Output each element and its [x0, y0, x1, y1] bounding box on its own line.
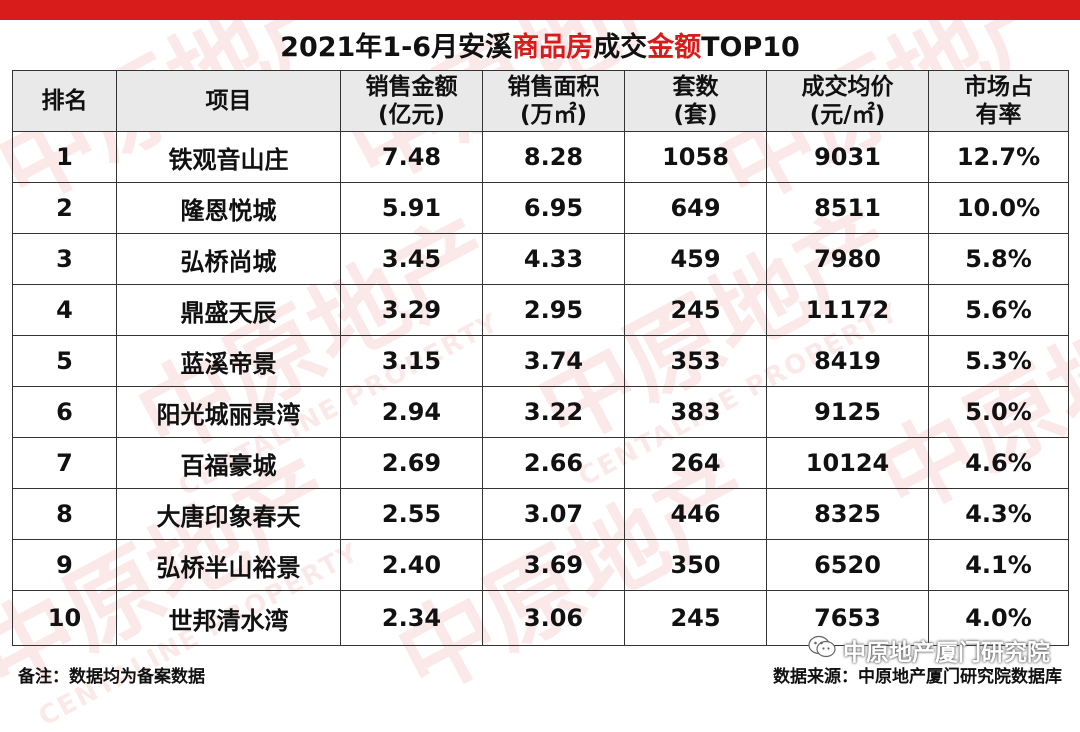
table-row: 1 铁观音山庄 7.48 8.28 1058 9031 12.7%: [12, 131, 1069, 183]
cell-rank: 10: [12, 590, 117, 646]
cell-units: 350: [624, 539, 767, 591]
table-row: 7 百福豪城 2.69 2.66 264 10124 4.6%: [12, 437, 1069, 489]
wechat-attribution: 中原地产厦门研究院: [807, 634, 1050, 666]
cell-share: 5.6%: [928, 284, 1069, 336]
cell-area: 3.74: [482, 335, 625, 387]
cell-share: 5.8%: [928, 233, 1069, 285]
wechat-label: 中原地产厦门研究院: [843, 640, 1050, 666]
cell-amount: 2.69: [340, 437, 483, 489]
cell-amount: 2.40: [340, 539, 483, 591]
cell-project: 隆恩悦城: [116, 182, 341, 234]
cell-units: 245: [624, 284, 767, 336]
cell-share: 12.7%: [928, 131, 1069, 183]
cell-units: 264: [624, 437, 767, 489]
cell-share: 5.0%: [928, 386, 1069, 438]
cell-units: 353: [624, 335, 767, 387]
cell-price: 7653: [766, 590, 929, 646]
ranking-table: 排名 项目 销售金额 (亿元) 销售面积 (万㎡) 套数 (套) 成交均价 (元/㎡) …: [12, 70, 1069, 646]
table-header-row: 排名 项目 销售金额 (亿元) 销售面积 (万㎡) 套数 (套) 成交均价 (元/㎡) …: [12, 70, 1069, 132]
header-units: 套数 (套): [624, 70, 767, 132]
header-rank: 排名: [12, 70, 117, 132]
cell-units: 649: [624, 182, 767, 234]
cell-project: 弘桥半山裕景: [116, 539, 341, 591]
cell-rank: 6: [12, 386, 117, 438]
wechat-icon: [807, 634, 837, 666]
table-row: 9 弘桥半山裕景 2.40 3.69 350 6520 4.1%: [12, 539, 1069, 591]
cell-share: 10.0%: [928, 182, 1069, 234]
cell-area: 3.69: [482, 539, 625, 591]
cell-price: 9031: [766, 131, 929, 183]
cell-amount: 3.45: [340, 233, 483, 285]
cell-amount: 3.15: [340, 335, 483, 387]
header-share: 市场占 有率: [928, 70, 1069, 132]
cell-price: 11172: [766, 284, 929, 336]
cell-price: 6520: [766, 539, 929, 591]
cell-project: 百福豪城: [116, 437, 341, 489]
cell-amount: 2.55: [340, 488, 483, 540]
title-highlight: 商品房: [512, 32, 594, 63]
cell-price: 10124: [766, 437, 929, 489]
cell-share: 5.3%: [928, 335, 1069, 387]
footer-source: 数据来源：中原地产厦门研究院数据库: [773, 667, 1062, 687]
cell-project: 铁观音山庄: [116, 131, 341, 183]
cell-project: 阳光城丽景湾: [116, 386, 341, 438]
cell-project: 大唐印象春天: [116, 488, 341, 540]
cell-rank: 8: [12, 488, 117, 540]
cell-price: 8419: [766, 335, 929, 387]
table-row: 3 弘桥尚城 3.45 4.33 459 7980 5.8%: [12, 233, 1069, 285]
cell-units: 446: [624, 488, 767, 540]
cell-units: 459: [624, 233, 767, 285]
cell-units: 383: [624, 386, 767, 438]
cell-project: 世邦清水湾: [116, 590, 341, 646]
cell-share: 4.0%: [928, 590, 1069, 646]
footer-note: 备注：数据均为备案数据: [18, 667, 205, 687]
cell-amount: 7.48: [340, 131, 483, 183]
cell-share: 4.1%: [928, 539, 1069, 591]
cell-project: 蓝溪帝景: [116, 335, 341, 387]
cell-amount: 2.34: [340, 590, 483, 646]
cell-rank: 3: [12, 233, 117, 285]
cell-project: 鼎盛天辰: [116, 284, 341, 336]
cell-rank: 2: [12, 182, 117, 234]
cell-amount: 5.91: [340, 182, 483, 234]
table-row: 2 隆恩悦城 5.91 6.95 649 8511 10.0%: [12, 182, 1069, 234]
cell-area: 6.95: [482, 182, 625, 234]
cell-price: 8511: [766, 182, 929, 234]
cell-units: 1058: [624, 131, 767, 183]
cell-area: 2.66: [482, 437, 625, 489]
title-highlight: 金额: [647, 32, 702, 63]
top-red-bar: [0, 0, 1080, 20]
table-row: 6 阳光城丽景湾 2.94 3.22 383 9125 5.0%: [12, 386, 1069, 438]
cell-share: 4.6%: [928, 437, 1069, 489]
header-area: 销售面积 (万㎡): [482, 70, 625, 132]
page-title: 2021年1-6月安溪商品房成交金额TOP10: [280, 32, 800, 63]
cell-area: 3.06: [482, 590, 625, 646]
cell-area: 4.33: [482, 233, 625, 285]
table-row: 4 鼎盛天辰 3.29 2.95 245 11172 5.6%: [12, 284, 1069, 336]
cell-amount: 2.94: [340, 386, 483, 438]
header-amount: 销售金额 (亿元): [340, 70, 483, 132]
table-row: 8 大唐印象春天 2.55 3.07 446 8325 4.3%: [12, 488, 1069, 540]
cell-share: 4.3%: [928, 488, 1069, 540]
cell-project: 弘桥尚城: [116, 233, 341, 285]
header-project: 项目: [116, 70, 341, 132]
cell-area: 3.07: [482, 488, 625, 540]
cell-rank: 9: [12, 539, 117, 591]
header-price: 成交均价 (元/㎡): [766, 70, 929, 132]
cell-price: 7980: [766, 233, 929, 285]
cell-amount: 3.29: [340, 284, 483, 336]
cell-rank: 7: [12, 437, 117, 489]
table-row: 10 世邦清水湾 2.34 3.06 245 7653 4.0%: [12, 590, 1069, 646]
cell-price: 8325: [766, 488, 929, 540]
table-row: 5 蓝溪帝景 3.15 3.74 353 8419 5.3%: [12, 335, 1069, 387]
cell-area: 2.95: [482, 284, 625, 336]
cell-area: 8.28: [482, 131, 625, 183]
cell-rank: 1: [12, 131, 117, 183]
cell-price: 9125: [766, 386, 929, 438]
cell-rank: 4: [12, 284, 117, 336]
cell-area: 3.22: [482, 386, 625, 438]
cell-rank: 5: [12, 335, 117, 387]
cell-units: 245: [624, 590, 767, 646]
